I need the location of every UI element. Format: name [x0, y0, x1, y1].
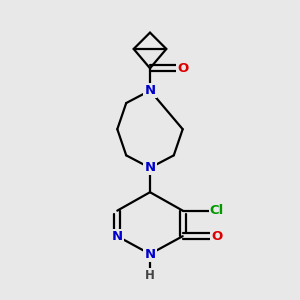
- Text: O: O: [177, 62, 188, 75]
- Text: N: N: [144, 161, 156, 174]
- Text: Cl: Cl: [210, 204, 224, 217]
- Text: N: N: [144, 248, 156, 260]
- Text: N: N: [112, 230, 123, 243]
- Text: O: O: [211, 230, 223, 243]
- Text: H: H: [145, 269, 155, 282]
- Text: N: N: [144, 84, 156, 97]
